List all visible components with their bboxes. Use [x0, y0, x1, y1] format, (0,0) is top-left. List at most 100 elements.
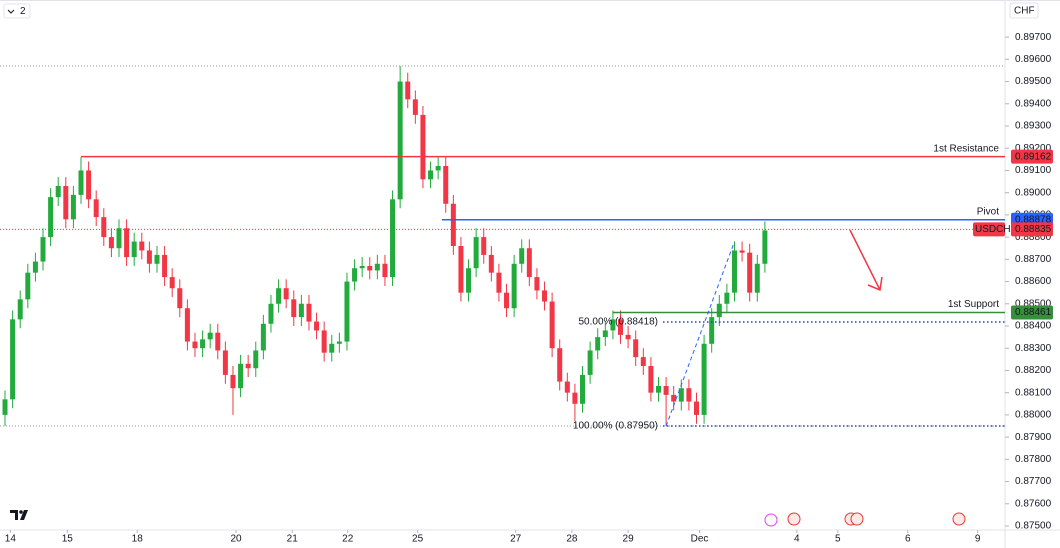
candle-body [397, 81, 403, 200]
y-tick-label: 0.87600 [1015, 498, 1052, 509]
y-tick-label: 0.88500 [1015, 298, 1052, 309]
event-icon [764, 513, 778, 527]
candle-body [260, 323, 266, 351]
candle-body [382, 263, 388, 278]
y-tick-label: 0.87500 [1015, 521, 1052, 532]
candle-body [298, 303, 304, 318]
x-tick-label: 14 [5, 534, 17, 545]
candle-body [625, 334, 631, 340]
candle-body [557, 348, 563, 382]
candle-body [709, 317, 715, 344]
candle-body [10, 319, 16, 400]
candle-body [314, 321, 320, 331]
candle-body [336, 341, 342, 344]
candle-body [678, 388, 684, 402]
candle-body [222, 350, 228, 375]
currency-button[interactable]: CHF [1009, 2, 1039, 19]
candle-body [162, 254, 168, 278]
candle-body [276, 288, 282, 304]
y-tick-label: 0.89700 [1015, 32, 1052, 43]
candle-body [640, 357, 646, 366]
candle-body [291, 299, 297, 318]
candle-body [17, 299, 23, 320]
y-tick-label: 0.88700 [1015, 254, 1052, 265]
y-tick-label: 0.89100 [1015, 165, 1052, 176]
candle-body [169, 277, 175, 289]
candle-body [618, 319, 624, 335]
x-tick-label: 28 [566, 534, 578, 545]
logo-dot [19, 510, 23, 514]
x-tick-label: 18 [132, 534, 144, 545]
y-tick-label: 0.88400 [1015, 321, 1052, 332]
x-tick-label: 22 [342, 534, 354, 545]
x-tick-label: 5 [835, 534, 841, 545]
y-tick-label: 0.89600 [1015, 54, 1052, 65]
y-tick-label: 0.87800 [1015, 454, 1052, 465]
candle-body [192, 341, 198, 349]
candle-body [663, 386, 669, 395]
candle-body [86, 170, 92, 200]
candle-body [146, 250, 152, 264]
y-tick-label: 0.88300 [1015, 343, 1052, 354]
candle-body [329, 343, 335, 353]
y-tick-label: 0.87700 [1015, 476, 1052, 487]
x-tick-label: 29 [623, 534, 635, 545]
price-tag-label: 0.89162 [1015, 151, 1052, 162]
candle-body [671, 394, 677, 402]
candle-body [230, 374, 236, 389]
candle-body [504, 292, 510, 309]
fib-label: 50.00% (0.88418) [578, 317, 658, 328]
price-tag-label: 0.88878 [1015, 214, 1052, 225]
candle-body [693, 401, 699, 415]
logo-shape [10, 510, 28, 520]
level-name: Pivot [977, 206, 999, 217]
candle-body [473, 237, 479, 269]
candle-body [101, 217, 107, 238]
price-tag [1011, 149, 1053, 164]
candle-body [139, 241, 145, 251]
candle-body [215, 332, 221, 351]
candle-body [124, 228, 130, 258]
candle-body [116, 228, 122, 249]
candle-body [306, 303, 312, 322]
candle-body [63, 186, 69, 220]
y-tick-label: 0.89300 [1015, 121, 1052, 132]
interval-label: 2 [20, 6, 26, 17]
candle-body [686, 388, 692, 402]
y-tick-label: 0.89400 [1015, 98, 1052, 109]
candle-body [724, 292, 730, 304]
candle-body [587, 350, 593, 375]
fib-trend [665, 241, 735, 427]
candle-body [458, 246, 464, 293]
candle-body [435, 166, 441, 171]
candle-body [572, 392, 578, 404]
y-tick-label: 0.89000 [1015, 187, 1052, 198]
y-tick-label: 0.88000 [1015, 410, 1052, 421]
candle-body [40, 237, 46, 262]
event-icon [850, 512, 864, 526]
tv-logo [10, 510, 28, 520]
candle-body [390, 199, 396, 278]
x-tick-label: 9 [975, 534, 981, 545]
candle-body [580, 374, 586, 404]
candle-body [108, 237, 114, 249]
candle-body [519, 248, 525, 264]
candle-body [549, 301, 555, 349]
candle-body [283, 288, 289, 300]
candle-body [48, 197, 54, 238]
candle-body [207, 332, 213, 340]
x-tick-label: Dec [691, 534, 709, 545]
candle-body [542, 290, 548, 302]
interval-button[interactable]: 2 [3, 3, 31, 19]
candle-body [716, 303, 722, 318]
candle-body [25, 272, 31, 300]
candle-body [450, 203, 456, 246]
level-name: 1st Support [948, 299, 999, 310]
candle-body [200, 339, 206, 349]
candle-body [739, 250, 745, 253]
y-tick-label: 0.89500 [1015, 76, 1052, 87]
candle-body [633, 339, 639, 358]
candle-body [420, 114, 426, 180]
x-tick-label: 25 [412, 534, 424, 545]
